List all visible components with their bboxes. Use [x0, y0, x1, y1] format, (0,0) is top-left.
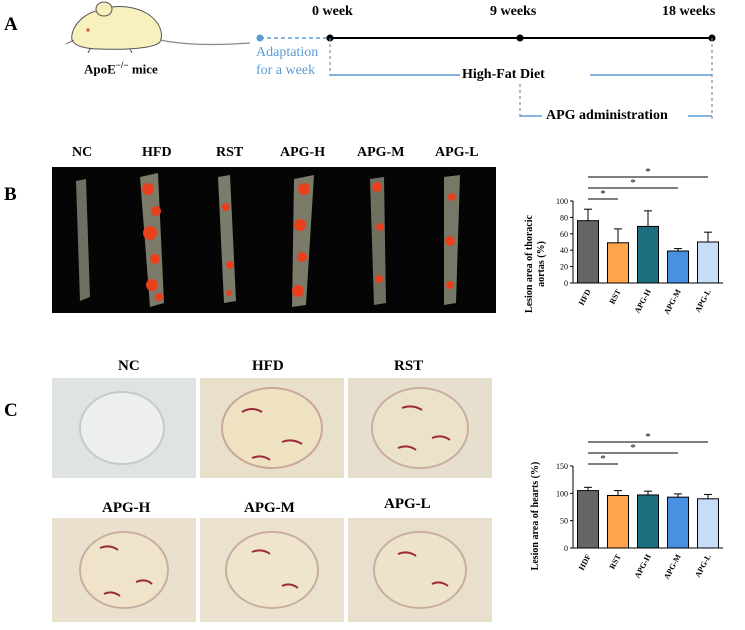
chart-c-ytick-label: 100	[556, 489, 568, 498]
chart-c-category-label: APG-L	[693, 553, 713, 579]
aorta-label-apg-h: APG-H	[280, 145, 326, 160]
aorta-label-apg-l: APG-L	[435, 145, 479, 160]
chart-b-ytick-label: 80	[560, 213, 568, 222]
chart-b-bar-hfd	[577, 220, 599, 284]
week-18-label: 18 weeks	[662, 4, 716, 19]
chart-c-bar-rst	[607, 495, 629, 549]
chart-b-ylabel: Lesion area of thoracic aortas (%)	[524, 215, 547, 313]
chart-c-category-label: HDF	[577, 553, 593, 572]
chart-b-bar-rst	[607, 242, 629, 284]
chart-c-category-label: RST	[608, 552, 624, 571]
chart-c-bar-hdf	[577, 490, 599, 549]
week-0-label: 0 week	[312, 4, 353, 19]
aorta-photo	[52, 167, 496, 313]
aorta-label-hfd: HFD	[142, 145, 172, 160]
heart-section-photos-bottom	[52, 518, 492, 622]
heart-section-photos-top	[52, 378, 492, 478]
chart-c-bar-apg-l	[697, 498, 719, 549]
chart-b-category-label: HFD	[577, 288, 593, 307]
chart-b-bar-apg-m	[667, 250, 689, 284]
chart-b-ytick-label: 0	[564, 279, 568, 288]
aorta-label-nc: NC	[72, 145, 93, 160]
chart-c-category-label: APG-M	[662, 552, 683, 581]
aorta-label-apg-m: APG-M	[357, 145, 405, 160]
chart-b-category-label: APG-H	[633, 287, 653, 315]
heart-label-apg-m: APG-M	[244, 500, 295, 516]
chart-b-category-label: APG-M	[662, 287, 683, 316]
chart-c-ylabel: Lesion area of hearts (%)	[530, 461, 541, 571]
aorta-lesion-bar-chart: 0 20 40 60 80 100 HFD RST APG-H APG-M APG-L * * *	[556, 166, 723, 316]
chart-c-significance-mark: *	[600, 453, 606, 465]
chart-c-category-label: APG-H	[633, 552, 653, 580]
chart-c-ytick-label: 0	[564, 544, 568, 553]
heart-label-hfd: HFD	[252, 358, 284, 374]
chart-b-ytick-label: 40	[560, 246, 568, 255]
chart-b-significance-mark: *	[645, 166, 651, 178]
chart-b-ytick-label: 60	[560, 230, 568, 239]
timeline-diagram	[256, 34, 716, 120]
chart-b-significance-mark: *	[630, 177, 636, 189]
chart-c-bar-apg-m	[667, 496, 689, 549]
chart-b-bar-apg-h	[637, 225, 659, 284]
chart-c-significance-mark: *	[645, 431, 651, 443]
panel-label-b: B	[4, 184, 17, 205]
aorta-group-labels: NC HFD RST APG-H APG-M APG-L	[50, 145, 490, 163]
hfd-label: High-Fat Diet	[462, 67, 545, 82]
panel-label-c: C	[4, 400, 18, 421]
adaptation-label: Adaptation for a week	[256, 45, 319, 78]
chart-b-category-label: APG-L	[693, 288, 713, 314]
chart-b-bar-apg-l	[697, 241, 719, 284]
chart-c-bar-apg-h	[637, 494, 659, 549]
heart-label-apg-h: APG-H	[102, 500, 151, 516]
chart-b-ytick-label: 100	[556, 197, 568, 206]
heart-label-apg-l: APG-L	[384, 496, 431, 512]
aorta-label-rst: RST	[216, 145, 244, 160]
chart-b-category-label: RST	[608, 287, 624, 306]
chart-c-significance-mark: *	[630, 442, 636, 454]
panel-label-a: A	[4, 14, 18, 35]
chart-c-ytick-label: 150	[556, 462, 568, 471]
mouse-icon	[65, 1, 251, 54]
week-9-label: 9 weeks	[490, 4, 537, 19]
heart-label-nc: NC	[118, 358, 140, 374]
heart-lesion-bar-chart: 0 50 100 150 HDF RST APG-H APG-M APG-L * * *	[556, 431, 723, 581]
chart-b-ytick-label: 20	[560, 263, 568, 272]
apg-label: APG administration	[546, 108, 668, 123]
heart-label-rst: RST	[394, 358, 424, 374]
mouse-label: ApoE−/− mice	[84, 60, 158, 77]
chart-c-ytick-label: 50	[560, 517, 568, 526]
chart-b-significance-mark: *	[600, 188, 606, 200]
